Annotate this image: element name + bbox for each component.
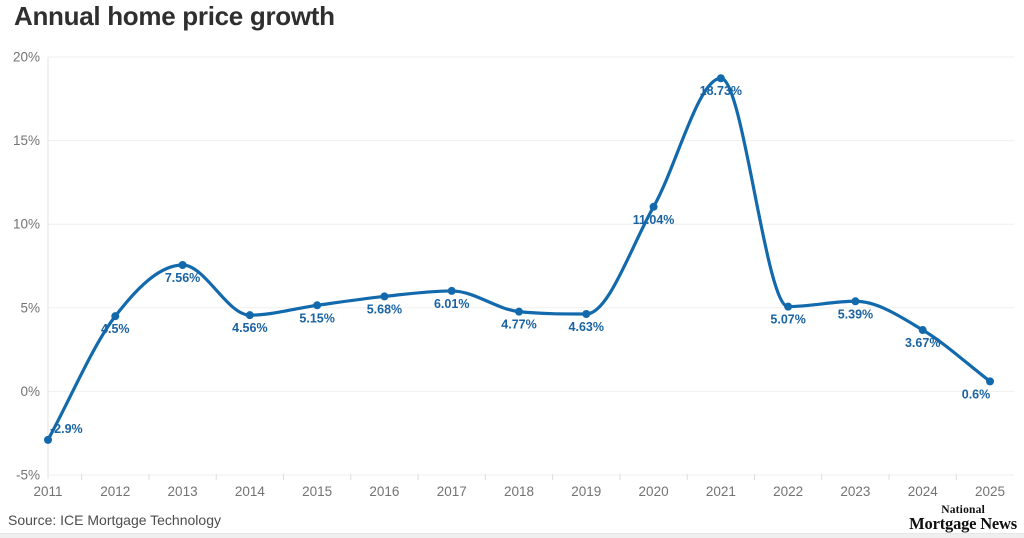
x-axis-tick-label: 2022 <box>773 484 803 499</box>
national-mortgage-news-logo: National Mortgage News <box>909 504 1017 533</box>
y-axis-tick-label: 5% <box>20 300 40 315</box>
data-point-label: -2.9% <box>50 422 83 436</box>
x-axis-tick-label: 2013 <box>168 484 198 499</box>
data-point <box>44 435 52 444</box>
data-point-label: 7.56% <box>165 271 200 285</box>
x-axis-tick-label: 2024 <box>908 484 939 499</box>
x-axis-tick-label: 2011 <box>33 484 62 499</box>
y-axis-tick-label: -5% <box>16 468 40 483</box>
data-point-label: 0.6% <box>962 387 991 401</box>
line-chart-canvas: 20% 15% 10% 5% 0% -5%2011 2012 2013 2014 2015 2016… <box>13 50 1014 499</box>
data-point-label: 4.56% <box>232 321 267 335</box>
data-point <box>716 74 725 83</box>
x-axis-tick-label: 2012 <box>100 484 130 499</box>
x-axis-tick-label: 2016 <box>369 484 399 499</box>
data-point <box>111 312 120 321</box>
y-axis-tick-label: 0% <box>20 384 40 399</box>
data-point <box>851 297 860 306</box>
data-point <box>649 202 658 211</box>
data-point <box>380 292 389 301</box>
data-point-label: 4.77% <box>501 318 536 332</box>
x-axis-tick-label: 2021 <box>706 484 736 499</box>
data-point-label: 18.73% <box>700 84 742 98</box>
data-point-label: 5.39% <box>838 307 873 321</box>
data-point <box>313 301 322 310</box>
data-point <box>582 309 591 318</box>
x-axis-tick-label: 2019 <box>571 484 601 499</box>
y-axis-tick-label: 15% <box>13 133 40 148</box>
logo-line-mortgage-news: Mortgage News <box>909 513 1017 533</box>
data-point-label: 5.15% <box>299 311 334 325</box>
x-axis-tick-label: 2023 <box>840 484 870 499</box>
data-point-label: 4.63% <box>569 320 604 334</box>
x-axis-tick-label: 2017 <box>437 484 467 499</box>
x-axis-tick-label: 2015 <box>302 484 332 499</box>
data-point <box>245 311 254 320</box>
source-note: Source: ICE Mortgage Technology <box>8 512 221 528</box>
data-point-label: 5.07% <box>770 313 805 327</box>
page-title: Annual home price growth <box>14 1 335 31</box>
data-point-label: 11.04% <box>633 213 675 227</box>
x-axis-tick-label: 2014 <box>235 484 266 499</box>
data-point <box>447 286 456 295</box>
y-axis-tick-label: 20% <box>13 50 40 65</box>
logo-line-national: National <box>941 504 985 516</box>
x-axis-tick-label: 2018 <box>504 484 534 499</box>
x-axis-tick-label: 2020 <box>639 484 669 499</box>
data-point-label: 6.01% <box>434 297 469 311</box>
y-axis-tick-label: 10% <box>13 217 40 232</box>
data-point-label: 3.67% <box>905 336 940 350</box>
data-point-label: 5.68% <box>367 302 402 316</box>
data-point <box>986 377 994 386</box>
data-point <box>784 302 793 311</box>
data-point <box>515 307 523 316</box>
data-point <box>918 326 927 335</box>
x-axis-tick-label: 2025 <box>975 484 1005 499</box>
bottom-strip <box>0 533 1024 538</box>
data-point-label: 4.5% <box>101 322 130 336</box>
data-point <box>178 260 187 269</box>
series-line <box>46 76 992 442</box>
